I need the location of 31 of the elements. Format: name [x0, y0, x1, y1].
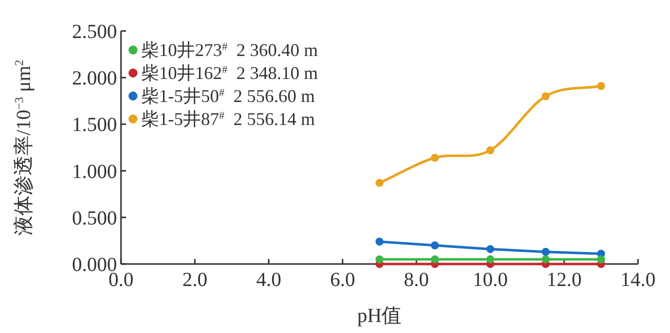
point [542, 92, 550, 100]
x-axis-title: pH值 [357, 305, 402, 327]
x-tick-label: 2.0 [182, 269, 208, 291]
legend-label: 柴1-5井50$^{#}$ 2 556.60 m [141, 86, 315, 106]
point [376, 178, 384, 187]
point [376, 255, 384, 264]
point [486, 146, 494, 154]
x-tick-label: 6.0 [330, 269, 356, 291]
y-tick-label: 0.500 [72, 207, 117, 230]
x-tick-label: 12.0 [546, 269, 582, 291]
point [376, 238, 384, 246]
legend-label: 柴1-5井87$^{#}$ 2 556.14 m [141, 109, 315, 129]
point [597, 82, 606, 90]
point [430, 154, 439, 162]
point [542, 255, 550, 264]
y-tick-label: 1.000 [72, 160, 117, 183]
legend-label: 柴10井273$^{#}$ 2 360.40 m [141, 40, 318, 60]
point [597, 255, 606, 264]
point [430, 241, 439, 250]
y-tick-label: 2.500 [72, 21, 117, 43]
y-tick-label: 2.000 [72, 68, 117, 90]
legend-label: 柴10井162$^{#}$ 2 348.10 m [141, 63, 318, 83]
point [486, 245, 494, 254]
point [542, 248, 550, 256]
point [430, 255, 439, 264]
x-tick-label: 4.0 [256, 269, 282, 291]
x-tick-label: 14.0 [620, 269, 656, 291]
x-tick-label: 10.0 [472, 269, 508, 291]
x-tick-label: 8.0 [404, 269, 429, 291]
point [486, 255, 494, 264]
y-tick-label: 1.500 [72, 114, 117, 136]
